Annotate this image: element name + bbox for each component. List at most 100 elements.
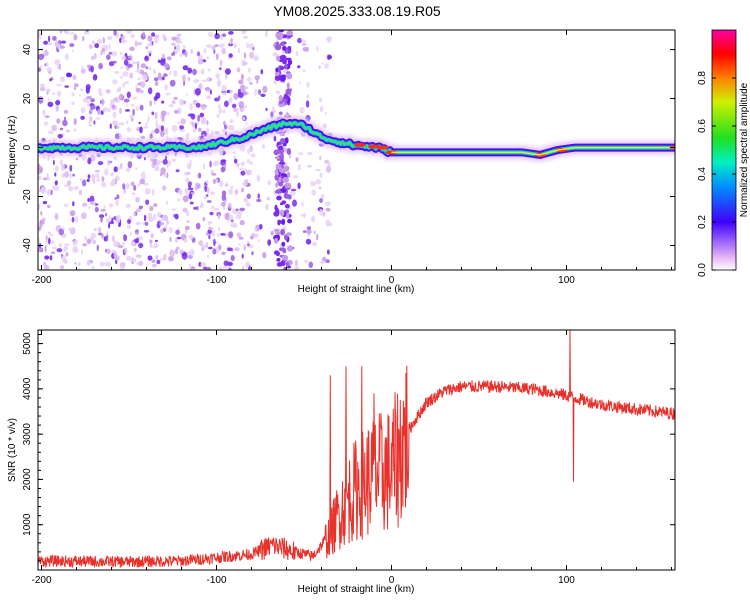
noise-speck [220,160,226,166]
noise-speck [237,48,241,54]
noise-speck [135,208,142,213]
noise-speck [148,216,154,223]
noise-speck [138,205,143,210]
noise-speck [208,235,211,240]
noise-speck [230,222,236,228]
noise-speck [64,85,69,88]
noise-speck [228,214,234,221]
noise-speck [206,187,210,194]
noise-speck [128,55,132,60]
noise-speck [162,159,168,165]
noise-speck [182,52,187,56]
noise-speck [185,132,190,140]
noise-speck [94,169,101,173]
noise-speck [184,225,190,231]
noise-speck [73,83,79,88]
spectrogram-ylabel: Frequency (Hz) [7,116,18,185]
noise-speck [86,259,91,266]
noise-speck [189,201,194,205]
noise-speck [165,92,171,96]
noise-speck [179,249,184,254]
noise-speck [108,203,114,208]
noise-speck [119,52,123,55]
vertical-band-speck [287,46,292,50]
noise-speck [160,125,164,132]
noise-speck [217,226,221,232]
snr-y-tick-label: 2000 [22,468,33,491]
noise-speck [213,207,220,211]
noise-speck [69,173,72,179]
noise-speck [326,36,332,42]
noise-speck [78,189,83,195]
noise-speck [289,191,296,196]
noise-speck [160,228,164,234]
noise-speck [90,104,96,110]
noise-speck [114,70,120,75]
noise-speck [59,30,63,34]
noise-speck [52,184,57,191]
noise-speck [153,68,156,75]
noise-speck [145,66,148,70]
noise-speck [73,186,80,191]
vertical-band-speck [280,209,285,217]
noise-speck [171,158,177,162]
noise-speck [254,226,257,232]
vertical-band-speck [286,72,293,80]
snr-y-tick-label: 5000 [22,332,33,355]
noise-speck [120,66,123,69]
noise-speck [318,65,321,70]
noise-speck [175,237,178,243]
noise-speck [209,211,214,216]
noise-speck [150,233,154,239]
noise-speck [140,63,146,69]
noise-speck [169,79,176,87]
noise-speck [90,235,93,242]
noise-speck [216,232,220,237]
noise-speck [69,43,75,48]
y-tick-label: 20 [22,93,33,105]
noise-speck [166,56,172,61]
noise-speck [209,89,212,95]
x-tick-label: -200 [31,275,51,286]
noise-speck [123,59,129,66]
noise-speck [315,179,321,185]
noise-speck [117,165,120,171]
noise-speck [113,30,117,36]
noise-speck [198,127,202,132]
noise-speck [241,253,244,259]
noise-speck [241,30,247,35]
noise-speck [248,67,251,73]
vertical-band-speck [274,44,282,51]
noise-speck [218,104,221,109]
noise-speck [302,47,308,52]
noise-speck [233,93,239,100]
noise-speck [297,37,302,44]
noise-speck [135,69,142,73]
noise-speck [187,67,193,74]
vertical-band-speck [284,63,288,70]
noise-speck [182,65,189,71]
vertical-band-speck [279,100,283,104]
noise-speck [189,249,195,256]
noise-speck [187,187,194,191]
noise-speck [82,243,88,247]
vertical-band-speck [279,54,287,61]
y-tick-label: -40 [22,238,33,253]
noise-speck [102,107,108,113]
noise-speck [224,68,231,75]
noise-speck [107,160,111,166]
noise-speck [66,180,72,186]
snr-y-tick-label: 3000 [22,423,33,446]
vertical-band-speck [278,145,283,151]
noise-speck [112,60,117,64]
noise-speck [96,38,103,45]
noise-speck [139,126,143,134]
noise-speck [235,110,239,118]
noise-speck [173,96,178,100]
noise-speck [212,248,217,255]
noise-speck [82,35,85,42]
noise-speck [123,247,127,254]
noise-speck [69,164,73,172]
noise-speck [96,173,100,179]
noise-speck [86,238,92,245]
